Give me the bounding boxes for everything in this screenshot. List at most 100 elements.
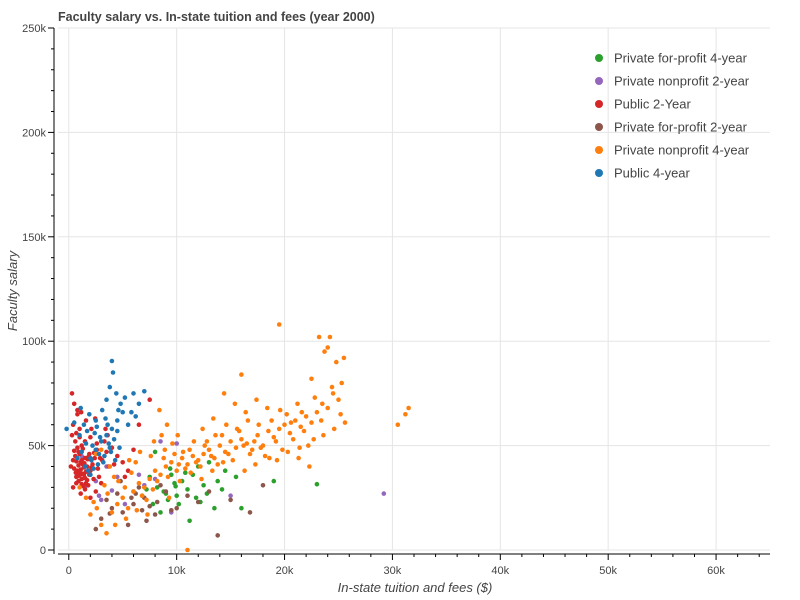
data-point [273, 439, 279, 444]
data-point [84, 477, 90, 483]
data-point [341, 355, 347, 361]
legend-label: Public 4-year [614, 166, 691, 181]
data-point [193, 495, 199, 501]
data-point [120, 510, 125, 515]
data-point [133, 460, 138, 465]
data-point [165, 474, 171, 480]
data-point [102, 453, 107, 459]
data-point [147, 503, 152, 509]
data-point [206, 489, 212, 494]
data-point [213, 432, 218, 438]
data-point [239, 372, 244, 377]
data-point [96, 474, 102, 480]
data-point [84, 428, 90, 434]
legend-item[interactable]: Public 4-year [595, 166, 691, 181]
data-point [89, 426, 94, 432]
data-point [83, 441, 89, 446]
legend-label: Private nonprofit 4-year [614, 143, 750, 158]
legend-item[interactable]: Private for-profit 2-year [595, 120, 748, 135]
data-point [173, 484, 178, 489]
data-point [93, 447, 99, 453]
data-point [306, 443, 311, 448]
data-point [91, 476, 96, 482]
data-point [334, 359, 339, 365]
data-point [129, 495, 134, 501]
data-point [190, 453, 196, 459]
data-point [185, 493, 190, 499]
data-point [301, 428, 307, 434]
data-point [115, 491, 120, 496]
data-point [202, 443, 207, 448]
data-point [249, 447, 255, 453]
data-point [215, 462, 220, 467]
data-point [298, 424, 304, 430]
data-point [297, 445, 302, 451]
data-point [69, 432, 75, 438]
data-point [230, 457, 236, 463]
data-point [215, 478, 220, 484]
data-point [180, 449, 186, 455]
data-point [142, 485, 147, 490]
data-point [112, 457, 118, 463]
data-point [175, 432, 180, 438]
data-point [136, 401, 142, 407]
legend-marker-icon [595, 100, 603, 108]
x-axis-label: In-state tuition and fees ($) [338, 580, 493, 595]
data-point [327, 334, 333, 340]
data-point [131, 501, 136, 507]
data-point [311, 437, 317, 442]
data-point [73, 439, 78, 444]
data-point [136, 480, 142, 486]
data-point [116, 407, 121, 413]
data-point [75, 412, 80, 417]
data-point [136, 485, 142, 490]
data-point [77, 432, 82, 438]
data-point [107, 384, 113, 390]
data-point [152, 468, 158, 474]
data-point [95, 466, 101, 471]
data-point [210, 468, 215, 474]
data-point [120, 460, 125, 465]
data-point [71, 420, 77, 425]
series-private-for-profit-4-year [139, 449, 320, 524]
data-point [169, 472, 174, 478]
data-point [104, 397, 109, 403]
y-tick-label: 250k [22, 23, 46, 35]
data-point [98, 447, 104, 453]
legend-item[interactable]: Private nonprofit 2-year [595, 74, 750, 89]
data-point [158, 439, 163, 444]
data-point [134, 508, 140, 513]
data-point [120, 409, 125, 415]
data-point [271, 434, 277, 440]
data-point [115, 418, 120, 423]
data-point [107, 445, 113, 451]
data-point [109, 510, 115, 515]
legend-label: Public 2-Year [614, 97, 692, 112]
data-point [98, 522, 104, 528]
chart-title: Faculty salary vs. In-state tuition and … [58, 10, 375, 24]
data-point [93, 451, 99, 457]
legend-item[interactable]: Private for-profit 4-year [595, 51, 748, 66]
data-point [211, 416, 216, 421]
data-point [174, 441, 179, 446]
data-point [158, 483, 163, 488]
legend-item[interactable]: Private nonprofit 4-year [595, 143, 750, 158]
data-point [303, 414, 309, 419]
data-point [201, 483, 206, 488]
data-point [296, 455, 301, 461]
data-point [309, 376, 314, 382]
data-point [228, 439, 233, 444]
data-point [122, 474, 128, 480]
data-point [82, 464, 88, 469]
data-point [174, 468, 179, 474]
data-point [147, 397, 152, 403]
data-point [95, 462, 101, 467]
data-point [108, 449, 114, 455]
legend-item[interactable]: Public 2-Year [595, 97, 692, 112]
data-point [274, 457, 280, 463]
data-point [102, 439, 107, 444]
y-tick-label: 0 [40, 545, 46, 557]
data-point [81, 422, 87, 428]
data-point [406, 405, 411, 411]
data-point [136, 472, 142, 478]
